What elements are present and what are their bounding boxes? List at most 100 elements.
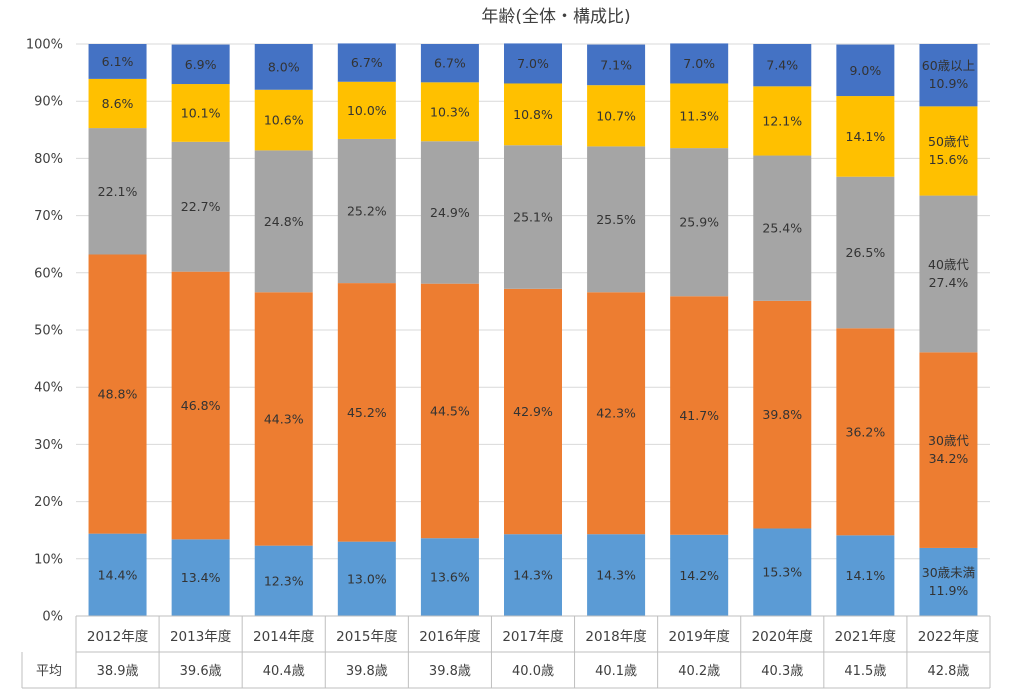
bar-segment xyxy=(88,44,147,79)
series-name-label: 30歳未満 xyxy=(922,565,975,580)
x-category-label: 2022年度 xyxy=(918,629,979,645)
bar-segment xyxy=(88,254,147,534)
data-label: 6.7% xyxy=(351,55,383,70)
bar-segment xyxy=(88,128,147,255)
average-age-value: 38.9歳 xyxy=(97,664,139,679)
bar-segment xyxy=(504,534,562,616)
bar-segment xyxy=(337,541,396,616)
data-label: 10.1% xyxy=(181,105,221,120)
y-tick-label: 100% xyxy=(26,38,63,53)
data-label: 25.2% xyxy=(347,204,387,219)
y-tick-label: 40% xyxy=(34,381,63,396)
bar-segment xyxy=(504,83,562,146)
data-label: 39.8% xyxy=(762,407,802,422)
bar-segment xyxy=(420,141,479,284)
data-label: 14.4% xyxy=(98,567,138,582)
data-label: 10.8% xyxy=(513,107,553,122)
data-label: 15.3% xyxy=(762,565,802,580)
average-age-value: 39.8歳 xyxy=(346,664,388,679)
data-label: 8.6% xyxy=(102,96,134,111)
data-label: 10.0% xyxy=(347,103,387,118)
bar-segment xyxy=(254,89,313,151)
data-label: 42.9% xyxy=(513,404,553,419)
bars: 14.4% 48.8% 22.1% 8.6% 6.1% 13.4% 46.8% 22.7% 10… xyxy=(88,43,978,616)
bar-segment xyxy=(836,176,895,329)
x-category-label: 2015年度 xyxy=(336,629,397,645)
bar-segment xyxy=(670,296,729,535)
average-age-value: 40.4歳 xyxy=(263,664,305,679)
average-age-value: 41.5歳 xyxy=(844,664,886,679)
data-label: 13.6% xyxy=(430,570,470,585)
x-category-label: 2021年度 xyxy=(835,629,896,645)
bar-segment xyxy=(420,538,479,616)
bar-segment xyxy=(753,86,812,156)
data-label: 14.2% xyxy=(679,568,719,583)
average-age-value: 40.0歳 xyxy=(512,664,554,679)
bar-segment xyxy=(919,44,978,107)
data-label: 25.1% xyxy=(513,210,553,225)
data-label: 14.1% xyxy=(846,568,886,583)
data-label: 10.9% xyxy=(929,76,969,91)
data-label: 27.4% xyxy=(929,275,969,290)
bar-segment xyxy=(587,85,646,147)
bar-segment xyxy=(254,150,313,293)
x-category-label: 2017年度 xyxy=(502,629,563,645)
average-age-value: 42.8歳 xyxy=(927,664,969,679)
x-category-label: 2019年度 xyxy=(669,629,730,645)
bar-segment xyxy=(171,271,230,540)
data-label: 12.1% xyxy=(762,113,802,128)
bar-segment xyxy=(504,145,562,289)
bar-segment xyxy=(337,138,396,284)
y-tick-label: 10% xyxy=(34,552,63,567)
bar-segment xyxy=(171,539,230,616)
data-label: 34.2% xyxy=(929,451,969,466)
x-category-label: 2014年度 xyxy=(253,629,314,645)
data-label: 24.9% xyxy=(430,205,470,220)
bar-segment xyxy=(836,96,895,177)
bar-segment xyxy=(836,328,895,536)
data-label: 44.3% xyxy=(264,411,304,426)
data-label: 24.8% xyxy=(264,214,304,229)
category-table: 2012年度 38.9歳 2013年度 39.6歳 2014年度 40.4歳 2015年度 3… xyxy=(21,615,991,689)
y-tick-label: 0% xyxy=(42,610,63,625)
bar-segment xyxy=(254,545,313,616)
data-label: 10.7% xyxy=(596,108,636,123)
average-age-value: 39.6歳 xyxy=(180,664,222,679)
average-age-value: 39.8歳 xyxy=(429,664,471,679)
data-label: 14.3% xyxy=(513,568,553,583)
bar-segment xyxy=(919,106,978,196)
bar-segment xyxy=(753,155,812,301)
data-label: 41.7% xyxy=(679,408,719,423)
y-tick-label: 20% xyxy=(34,495,63,510)
bar-segment xyxy=(254,44,313,90)
series-name-label: 30歳代 xyxy=(928,433,969,448)
data-label: 8.0% xyxy=(268,59,300,74)
average-age-value: 40.1歳 xyxy=(595,664,637,679)
data-label: 6.1% xyxy=(102,54,134,69)
bar-segment xyxy=(254,292,313,546)
data-label: 10.6% xyxy=(264,113,304,128)
chart-title: 年齢(全体・構成比) xyxy=(481,7,630,27)
data-label: 25.5% xyxy=(596,212,636,227)
data-label: 42.3% xyxy=(596,406,636,421)
bar-segment xyxy=(88,533,147,616)
y-tick-label: 80% xyxy=(34,152,63,167)
bar-segment xyxy=(420,82,479,142)
bar-segment xyxy=(753,44,812,87)
x-category-label: 2020年度 xyxy=(752,629,813,645)
bar-segment xyxy=(88,78,147,129)
series-name-label: 50歳代 xyxy=(928,134,969,149)
y-axis: 0% 10% 20% 30% 40% 50% 60% 70% 80% 90% 100% xyxy=(26,38,63,625)
y-tick-label: 50% xyxy=(34,324,63,339)
bar-segment xyxy=(836,535,895,616)
bar-segment xyxy=(919,352,978,548)
data-label: 11.9% xyxy=(929,583,969,598)
data-label: 7.0% xyxy=(683,56,715,71)
bar-segment xyxy=(670,148,729,297)
bar-segment xyxy=(171,84,230,142)
data-label: 13.0% xyxy=(347,571,387,586)
bar-segment xyxy=(171,44,230,85)
bar-segment xyxy=(587,146,646,293)
data-label: 7.4% xyxy=(766,58,798,73)
